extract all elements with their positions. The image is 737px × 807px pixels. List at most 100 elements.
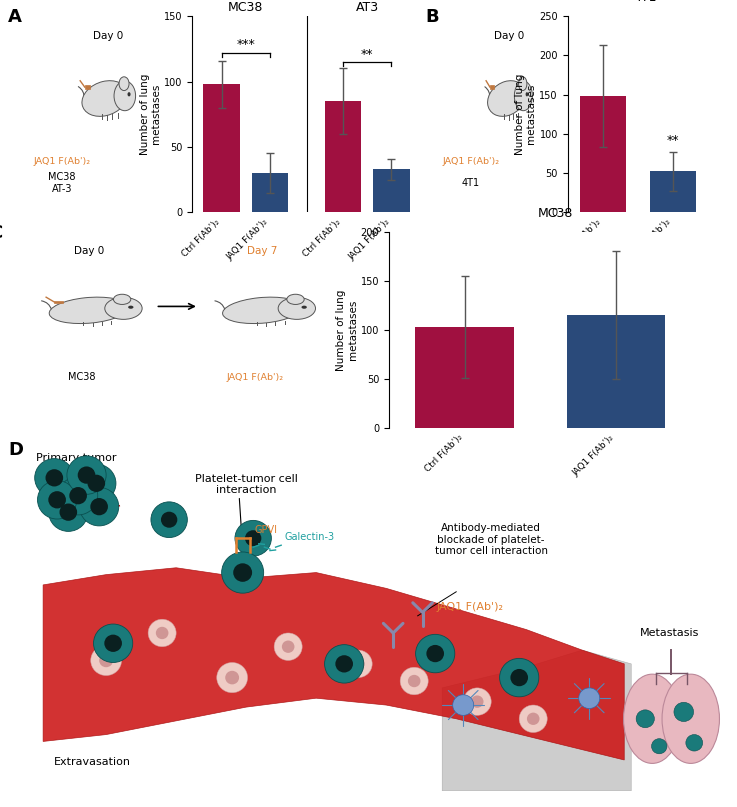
Circle shape: [35, 458, 74, 497]
Circle shape: [128, 306, 133, 309]
Circle shape: [464, 688, 491, 715]
Text: MC38: MC38: [69, 372, 96, 382]
FancyArrowPatch shape: [485, 87, 490, 98]
FancyArrowPatch shape: [41, 301, 52, 310]
Circle shape: [161, 512, 178, 528]
Circle shape: [674, 702, 694, 721]
Circle shape: [233, 563, 252, 582]
Circle shape: [156, 627, 169, 639]
Text: D: D: [8, 441, 23, 458]
Circle shape: [527, 713, 539, 725]
Circle shape: [38, 481, 77, 519]
Circle shape: [226, 671, 239, 684]
Circle shape: [58, 476, 98, 515]
Circle shape: [282, 641, 295, 653]
Text: MC38
AT-3: MC38 AT-3: [49, 172, 76, 194]
Text: AT3: AT3: [356, 1, 379, 14]
Circle shape: [335, 655, 353, 672]
Bar: [325, 101, 361, 212]
Ellipse shape: [49, 297, 128, 324]
Circle shape: [235, 521, 271, 556]
Text: MC38: MC38: [538, 207, 573, 220]
Circle shape: [77, 464, 116, 503]
Circle shape: [69, 487, 87, 504]
Circle shape: [287, 295, 304, 304]
Circle shape: [67, 456, 106, 495]
Text: JAQ1 F(Ab')₂: JAQ1 F(Ab')₂: [33, 157, 91, 165]
Bar: [252, 173, 288, 212]
Bar: [203, 84, 240, 212]
Bar: [650, 171, 696, 212]
Ellipse shape: [488, 81, 525, 116]
Circle shape: [453, 695, 474, 715]
Text: **: **: [667, 134, 680, 147]
Text: **: **: [361, 48, 374, 61]
Text: 4T1: 4T1: [462, 178, 480, 188]
Text: Platelet-tumor cell
interaction: Platelet-tumor cell interaction: [195, 474, 298, 495]
Text: Day 0: Day 0: [93, 31, 123, 40]
Text: Primary tumor: Primary tumor: [36, 453, 116, 463]
Bar: [373, 169, 410, 212]
Circle shape: [119, 77, 129, 90]
Circle shape: [352, 658, 365, 670]
Circle shape: [514, 81, 532, 111]
Bar: [85, 86, 90, 89]
Circle shape: [686, 734, 702, 751]
Circle shape: [128, 92, 130, 96]
Text: Day 0: Day 0: [494, 31, 524, 40]
Circle shape: [99, 654, 113, 667]
Circle shape: [400, 667, 428, 695]
Polygon shape: [43, 568, 624, 760]
Circle shape: [245, 530, 262, 546]
Circle shape: [427, 645, 444, 663]
Polygon shape: [442, 650, 631, 791]
Circle shape: [94, 624, 133, 663]
Text: Metastasis: Metastasis: [640, 629, 699, 638]
Circle shape: [148, 619, 176, 646]
Ellipse shape: [82, 81, 128, 116]
Text: Antibody-mediated
blockade of platelet-
tumor cell interaction: Antibody-mediated blockade of platelet- …: [435, 523, 548, 556]
Text: GPVI: GPVI: [254, 525, 278, 536]
FancyArrowPatch shape: [215, 301, 225, 310]
Circle shape: [151, 502, 187, 537]
Bar: [54, 300, 63, 303]
Circle shape: [301, 306, 307, 309]
Circle shape: [49, 493, 88, 531]
Circle shape: [60, 504, 77, 521]
Circle shape: [416, 634, 455, 673]
Bar: [567, 316, 666, 428]
Circle shape: [471, 696, 483, 708]
Circle shape: [217, 663, 248, 692]
Text: JAQ1 F(Ab')₂: JAQ1 F(Ab')₂: [437, 602, 503, 612]
Text: ***: ***: [237, 39, 255, 52]
Circle shape: [114, 81, 136, 111]
Circle shape: [91, 498, 108, 516]
Text: A: A: [8, 8, 21, 27]
Circle shape: [511, 669, 528, 686]
Circle shape: [46, 469, 63, 487]
Circle shape: [49, 491, 66, 508]
Y-axis label: Number of lung
metastases: Number of lung metastases: [140, 73, 161, 155]
Text: JAQ1 F(Ab')₂: JAQ1 F(Ab')₂: [442, 157, 500, 165]
Text: B: B: [426, 8, 439, 27]
Y-axis label: Number of lung
metastases: Number of lung metastases: [515, 73, 537, 155]
Ellipse shape: [624, 674, 681, 763]
Circle shape: [408, 675, 421, 688]
Circle shape: [88, 475, 105, 492]
Circle shape: [80, 487, 119, 526]
Bar: [490, 86, 495, 89]
Circle shape: [344, 650, 372, 678]
Circle shape: [222, 552, 264, 593]
Circle shape: [519, 705, 547, 733]
Circle shape: [500, 659, 539, 696]
Circle shape: [579, 688, 600, 709]
Text: Day 0: Day 0: [74, 246, 104, 257]
Bar: [580, 96, 626, 212]
Circle shape: [519, 77, 527, 90]
Circle shape: [105, 298, 142, 320]
Circle shape: [636, 710, 654, 728]
Ellipse shape: [223, 297, 301, 324]
Y-axis label: Number of lung
metastases: Number of lung metastases: [336, 289, 358, 370]
Circle shape: [274, 633, 302, 660]
Text: Extravasation: Extravasation: [54, 757, 130, 767]
